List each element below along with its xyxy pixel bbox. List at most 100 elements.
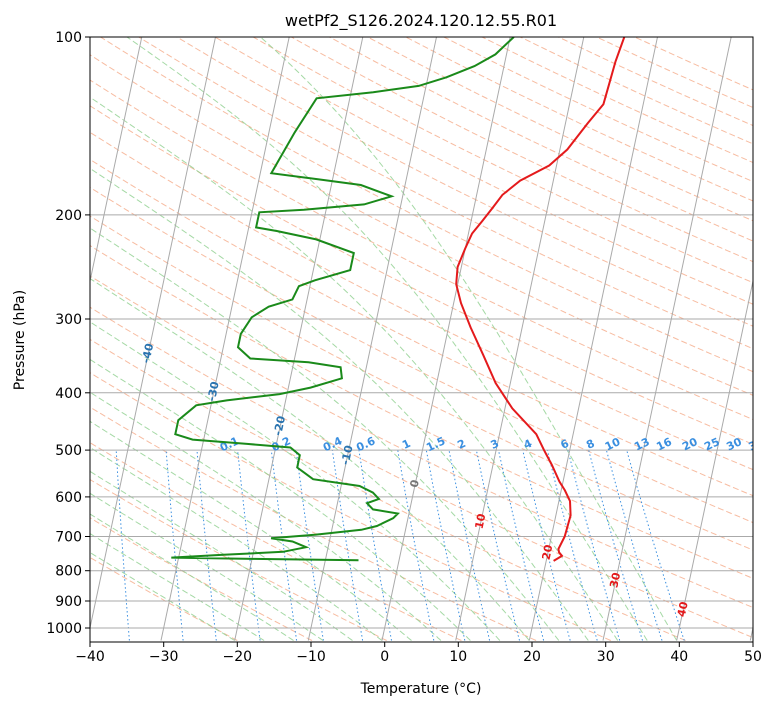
dry-adiabat <box>90 186 753 524</box>
mixing-ratio-line <box>331 450 364 641</box>
isotherm-label: 40 <box>675 600 691 618</box>
isotherm-label: 0 <box>408 478 422 489</box>
y-tick-label: 800 <box>55 564 82 580</box>
mixing-ratio-line <box>448 450 491 641</box>
plot-frame <box>89 36 754 643</box>
mixing-ratio-line <box>605 449 663 641</box>
chart-title: wetPf2_S126.2024.120.12.55.R01 <box>285 11 557 31</box>
dry-adiabat <box>90 244 753 579</box>
x-tick-label: −10 <box>296 649 326 665</box>
mixing-ratio-lines <box>115 449 685 641</box>
x-tick-label: −30 <box>149 649 179 665</box>
moist-adiabat <box>90 391 442 641</box>
dry-adiabat <box>90 517 313 641</box>
moist-adiabat <box>90 96 619 641</box>
moist-adiabat <box>90 278 530 641</box>
moist-adiabat <box>90 513 294 641</box>
mixing-ratio-line <box>522 449 571 641</box>
y-axis-label: Pressure (hPa) <box>12 290 28 390</box>
dewpoint-line <box>171 37 515 562</box>
dry-adiabat <box>90 215 753 551</box>
x-tick-label: 30 <box>597 649 615 665</box>
moist-adiabat <box>90 227 560 641</box>
dry-adiabat <box>90 442 462 641</box>
x-tick-label: 50 <box>744 649 762 665</box>
dry-adiabat <box>90 54 753 396</box>
moist-adiabat <box>126 37 648 641</box>
dry-adiabat <box>90 306 753 639</box>
mixing-ratio-label: 10 <box>603 435 623 453</box>
plot-content: -100-90-80-70-60-50-40-30-20-10010203040… <box>90 37 767 641</box>
isotherm-line <box>307 37 438 641</box>
moist-adiabat <box>260 37 678 641</box>
plot-area <box>90 37 753 642</box>
x-tick-label: 0 <box>380 649 389 665</box>
y-tick-label: 700 <box>55 530 82 546</box>
moist-adiabat <box>90 321 501 641</box>
mixing-ratio-line <box>626 449 685 641</box>
isotherm-line <box>90 37 217 631</box>
isotherm-label: -30 <box>205 380 222 402</box>
dry-adiabat <box>99 37 753 373</box>
moist-adiabat <box>90 167 589 641</box>
moist-adiabat <box>90 420 412 641</box>
isotherm-label: 10 <box>473 512 489 530</box>
isotherm-label: 20 <box>540 543 556 561</box>
isotherm-label: -40 <box>139 342 156 364</box>
mixing-ratio-line <box>270 450 298 641</box>
mixing-ratio-label: 13 <box>632 435 651 453</box>
mixing-ratio-line <box>475 450 520 641</box>
dry-adiabats <box>90 37 753 641</box>
isotherm-line <box>234 37 364 641</box>
isotherm-line <box>528 37 659 641</box>
pressure-gridlines <box>90 37 753 629</box>
x-tick-label: 40 <box>670 649 688 665</box>
mixing-ratio-label: 25 <box>702 435 721 453</box>
isotherm-line <box>676 278 753 641</box>
y-tick-label: 200 <box>55 208 82 224</box>
mixing-ratio-line <box>358 450 392 641</box>
moist-adiabat <box>90 492 324 641</box>
dry-adiabat <box>90 158 753 497</box>
mixing-ratio-label: 30 <box>724 435 744 453</box>
mixing-ratio-line <box>425 450 466 641</box>
mixing-ratio-line <box>567 449 621 641</box>
mixing-ratio-label: 36 <box>747 435 767 453</box>
y-tick-label: 400 <box>55 386 82 402</box>
isotherm-line <box>602 37 732 641</box>
dry-adiabat <box>90 105 753 445</box>
isotherm-label: -20 <box>271 414 288 436</box>
dry-adiabat <box>90 406 537 641</box>
mixing-ratio-line <box>237 450 261 641</box>
temperature-line <box>455 37 626 562</box>
mixing-ratio-line <box>546 449 598 641</box>
isotherm-line <box>455 37 585 641</box>
mixing-ratio-line <box>498 449 545 641</box>
mixing-ratio-label: 16 <box>654 435 674 453</box>
y-tick-label: 900 <box>55 594 82 610</box>
isotherm-line <box>160 37 290 641</box>
isotherm-label: -10 <box>339 444 356 466</box>
y-axis: 100 200 300 400 500 600 700 800 900 1000 <box>46 30 90 637</box>
dry-adiabat <box>175 37 753 327</box>
x-tick-label: 20 <box>523 649 541 665</box>
y-tick-label: 500 <box>55 443 82 459</box>
mixing-ratio-label: 20 <box>680 435 700 453</box>
dry-adiabat <box>90 478 387 641</box>
isotherms <box>90 37 753 641</box>
dry-adiabat <box>137 37 753 350</box>
mixing-ratio-line <box>295 450 324 641</box>
isotherm-label: 30 <box>607 571 623 589</box>
dry-adiabat <box>90 372 611 641</box>
isotherm-line <box>381 37 511 641</box>
x-tick-label: 10 <box>449 649 467 665</box>
y-tick-label: 100 <box>55 30 82 46</box>
x-axis: −40 −30 −20 −10 0 10 20 30 40 50 <box>75 642 762 665</box>
y-tick-label: 600 <box>55 490 82 506</box>
y-tick-label: 300 <box>55 312 82 328</box>
y-tick-label: 1000 <box>46 621 82 637</box>
x-axis-label: Temperature (°C) <box>360 681 482 697</box>
isotherm-line <box>90 37 143 284</box>
x-tick-label: −20 <box>223 649 253 665</box>
